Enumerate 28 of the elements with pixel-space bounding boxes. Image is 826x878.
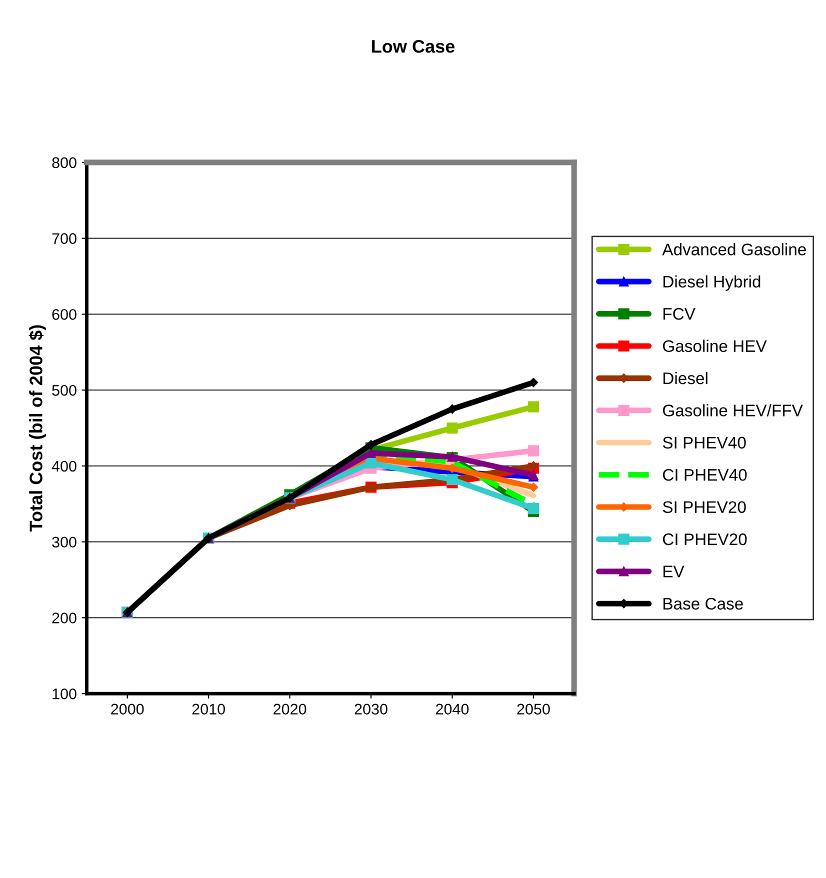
legend-label: EV — [664, 566, 684, 578]
legend-label: Gasoline HEV/FFV — [662, 404, 803, 416]
x-tick-label: 2050 — [517, 704, 550, 715]
legend-label: Diesel Hybrid — [664, 275, 760, 291]
y-tick-label: 600 — [52, 309, 76, 320]
y-tick-label: 200 — [52, 612, 76, 624]
y-tick-label: 800 — [52, 157, 76, 168]
y-tick-label: 700 — [52, 233, 76, 244]
y-axis-title: Total Cost (bil of 2004 $) — [28, 325, 46, 532]
legend-label: Advanced Gasoline — [662, 243, 806, 256]
chart-title: Low Case — [372, 40, 455, 53]
legend-label: Diesel — [664, 372, 708, 384]
x-tick-label: 2030 — [354, 704, 388, 715]
legend-label: FCV — [664, 308, 696, 320]
legend-label: SI PHEV20 — [662, 501, 746, 514]
legend-label: CI PHEV20 — [662, 533, 747, 546]
y-tick-label: 100 — [52, 688, 76, 700]
legend-label: SI PHEV40 — [662, 436, 746, 449]
x-tick-label: 2010 — [192, 704, 225, 715]
x-tick-label: 2020 — [274, 704, 306, 715]
x-tick-label: 2040 — [436, 704, 469, 715]
x-tick-label: 2000 — [111, 704, 144, 715]
y-tick-label: 500 — [52, 384, 76, 396]
legend-label: Base Case — [664, 598, 743, 610]
y-tick-label: 400 — [52, 460, 76, 472]
legend-label: CI PHEV40 — [662, 469, 747, 481]
y-tick-label: 300 — [52, 536, 76, 548]
legend-label: Gasoline HEV — [662, 340, 767, 352]
